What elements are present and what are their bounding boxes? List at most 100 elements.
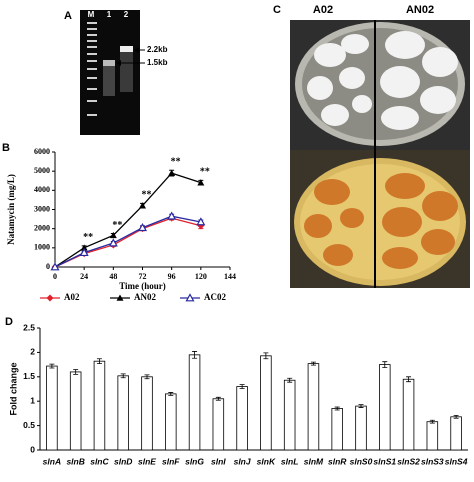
significance: ** (142, 190, 152, 201)
colonies (304, 173, 458, 269)
error-bar (120, 373, 126, 379)
plate-photo: C A02 AN02 (273, 4, 470, 288)
x-tick-label: slnD (114, 456, 132, 466)
x-tick-label: 24 (80, 272, 88, 281)
bar (450, 416, 462, 451)
error-bar (334, 406, 340, 411)
significance: ** (171, 157, 181, 168)
legend-label: AN02 (134, 292, 156, 302)
y-tick-label: 1.5 (23, 371, 35, 381)
bar (188, 354, 201, 451)
x-tick-label: 72 (139, 272, 147, 281)
x-tick-label: 120 (195, 272, 207, 281)
series-line (54, 215, 201, 268)
panel-label: B (2, 142, 10, 154)
error-bar (358, 404, 364, 408)
x-tick-label: slnF (162, 456, 180, 466)
lane-label: 2 (124, 10, 129, 19)
y-tick-label: 5000 (34, 166, 50, 175)
bar (141, 376, 153, 451)
arrow-head (134, 47, 139, 53)
gel-panel: A M 1 2 2.2kb 1.5kb (64, 10, 168, 135)
error-bar (382, 361, 388, 368)
marker (139, 202, 146, 209)
x-tick-label: slnK (257, 456, 276, 466)
x-tick-label: slnR (328, 456, 347, 466)
error-bar (406, 376, 412, 383)
bar (165, 393, 177, 451)
error-bar (73, 369, 79, 375)
error-bar (310, 361, 316, 366)
arrow-head (116, 60, 121, 66)
bar (236, 386, 248, 451)
smear-lane2 (120, 52, 133, 92)
panel-label: C (273, 4, 281, 16)
bar (307, 363, 320, 451)
x-tick-label: slnA (43, 456, 61, 466)
band-label: 1.5kb (147, 58, 168, 67)
marker (197, 179, 205, 186)
error-bar (263, 352, 269, 360)
error-bar (239, 384, 245, 389)
x-tick-label: slnC (90, 456, 109, 466)
y-tick-label: 0.5 (23, 420, 35, 430)
band-lane1 (103, 60, 115, 66)
y-axis-label: Fold change (8, 362, 18, 415)
error-bar (168, 392, 174, 396)
x-tick-label: 144 (224, 272, 236, 281)
x-tick-label: slnS3 (421, 456, 444, 466)
bar (117, 375, 129, 451)
y-tick-label: 3000 (34, 204, 50, 213)
x-axis-label: Time (hour) (119, 281, 166, 291)
x-tick-label: slnE (138, 456, 156, 466)
x-tick-label: slnS0 (350, 456, 373, 466)
colonies (307, 31, 458, 130)
smear-lane1 (103, 66, 115, 96)
error-bar (192, 351, 198, 359)
marker (50, 262, 60, 271)
legend-label: AC02 (204, 292, 226, 302)
x-tick-label: slnS4 (445, 456, 468, 466)
legend-marker (46, 294, 54, 302)
series-line (54, 172, 202, 268)
x-tick-label: slnJ (234, 456, 251, 466)
significance: ** (112, 220, 122, 231)
x-tick-label: 0 (53, 272, 57, 281)
error-bar (215, 396, 221, 401)
marker (168, 169, 176, 176)
lane-label: M (88, 10, 95, 19)
marker (80, 244, 88, 251)
bar (93, 360, 106, 451)
lane-label: 1 (107, 10, 112, 19)
error-bar (144, 374, 150, 380)
y-tick-label: 2 (30, 347, 35, 357)
bar (69, 371, 82, 451)
x-tick-label: slnG (185, 456, 204, 466)
y-tick-label: 1000 (34, 243, 50, 252)
y-tick-label: 0 (30, 444, 35, 454)
panel-label: D (5, 316, 13, 328)
significance: ** (200, 167, 210, 178)
y-axis-label: Natamycin (mg/L) (6, 174, 16, 245)
bar (212, 398, 225, 451)
bar (379, 364, 391, 451)
ladder (87, 22, 97, 116)
y-tick-label: 0 (46, 262, 50, 271)
marker (108, 238, 118, 247)
error-bar (453, 414, 459, 419)
bar (46, 365, 58, 451)
error-bar (49, 363, 55, 369)
series-line (54, 217, 201, 268)
error-bar (287, 377, 293, 383)
legend-label: A02 (64, 292, 80, 302)
x-tick-label: slnI (211, 456, 226, 466)
marker (79, 247, 89, 257)
marker (196, 217, 206, 226)
strain-label: A02 (313, 4, 333, 16)
x-tick-label: slnM (304, 456, 324, 466)
y-tick-label: 2000 (34, 223, 50, 232)
y-tick-label: 6000 (34, 147, 50, 156)
x-tick-label: slnL (281, 456, 298, 466)
marker (167, 211, 177, 220)
y-tick-label: 4000 (34, 185, 50, 194)
